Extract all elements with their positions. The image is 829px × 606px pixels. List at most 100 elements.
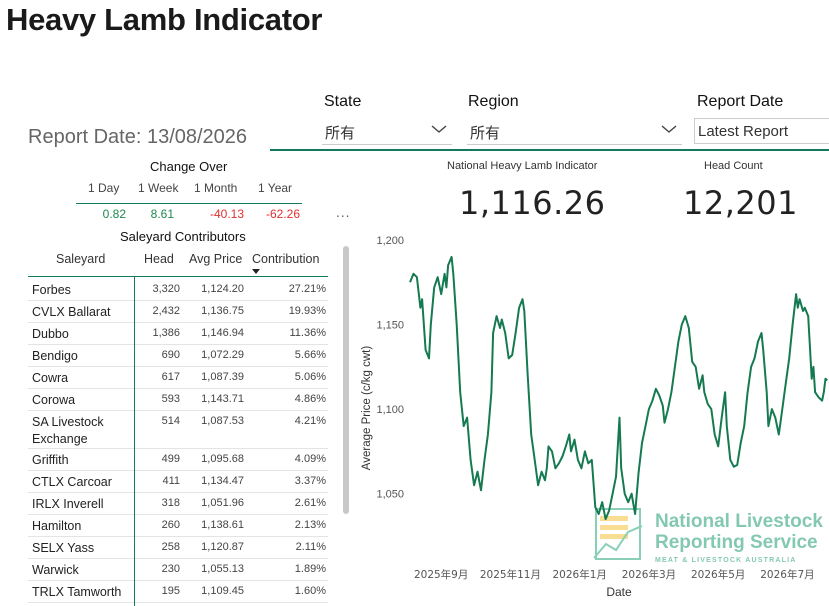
column-header-saleyard[interactable]: Saleyard (56, 252, 106, 266)
change-over-value-1year: -62.26 (265, 207, 300, 221)
more-options-icon[interactable]: ... (336, 206, 351, 220)
table-header-divider (28, 276, 328, 277)
region-dropdown[interactable]: 所有 (467, 118, 682, 145)
cell-avg-price: 1,136.75 (201, 305, 244, 317)
cell-head-count: 3,320 (152, 283, 180, 295)
logo-frame (595, 508, 641, 560)
cell-saleyard-name: Cowra (32, 371, 69, 385)
cell-contribution: 19.93% (288, 305, 326, 317)
change-over-divider (76, 203, 302, 204)
cell-head-count: 1,386 (152, 327, 180, 339)
cell-contribution: 11.36% (289, 327, 327, 339)
cell-avg-price: 1,134.47 (201, 475, 244, 487)
y-axis-label: Average Price (c/kg cwt) (361, 346, 373, 471)
cell-avg-price: 1,109.45 (201, 585, 244, 597)
state-dropdown[interactable]: 所有 (322, 118, 452, 145)
cell-contribution: 5.06% (294, 371, 326, 383)
cell-head-count: 230 (161, 563, 180, 575)
cell-head-count: 617 (161, 371, 180, 383)
cell-head-count: 195 (161, 585, 180, 597)
cell-avg-price: 1,087.39 (201, 371, 244, 383)
cell-head-count: 593 (161, 393, 180, 405)
table-row[interactable]: Corowa 593 1,143.71 4.86% (28, 388, 328, 411)
cell-avg-price: 1,051.96 (201, 497, 244, 509)
cell-avg-price: 1,055.13 (201, 563, 244, 575)
cell-saleyard-name: CVLX Ballarat (32, 305, 111, 319)
table-row[interactable]: SA Livestock Exchange 514 1,087.53 4.21% (28, 410, 328, 449)
cell-contribution: 1.60% (294, 585, 326, 597)
column-header-head[interactable]: Head (144, 252, 174, 266)
table-row[interactable]: Warwick 230 1,055.13 1.89% (28, 558, 328, 581)
y-tick-label: 1,150 (376, 320, 404, 332)
logo-bar (600, 534, 628, 539)
cell-contribution: 27.21% (288, 283, 326, 295)
logo-trend (593, 525, 643, 559)
logo-text-line1: National Livestock (655, 511, 823, 532)
change-over-value-1week: 8.61 (150, 207, 174, 221)
x-tick-label: 2026年1月 (552, 568, 606, 581)
region-filter-label: Region (468, 93, 519, 110)
report-date-dropdown[interactable]: Latest Report (694, 118, 829, 144)
column-header-avg-price[interactable]: Avg Price (189, 252, 243, 266)
table-row[interactable]: IRLX Inverell 318 1,051.96 2.61% (28, 492, 328, 515)
change-over-value-1day: 0.82 (102, 207, 126, 221)
chevron-down-icon (661, 125, 677, 133)
table-row[interactable]: CVLX Ballarat 2,432 1,136.75 19.93% (28, 300, 328, 323)
y-tick-label: 1,100 (376, 404, 404, 416)
change-over-header-1week: 1 Week (138, 181, 179, 195)
cell-saleyard-name: Bendigo (32, 349, 78, 363)
change-over-header-1day: 1 Day (88, 181, 120, 195)
cell-saleyard-name: Dubbo (32, 327, 69, 341)
report-date-label: Report Date: 13/08/2026 (28, 126, 248, 148)
table-row[interactable]: TRLX Tamworth 195 1,109.45 1.60% (28, 580, 328, 603)
saleyard-contributors-title: Saleyard Contributors (120, 229, 246, 244)
cell-head-count: 2,432 (152, 305, 180, 317)
x-tick-label: 2026年5月 (691, 568, 745, 581)
cell-contribution: 2.13% (294, 519, 326, 531)
logo-text-line2: Reporting Service (655, 532, 818, 553)
cell-contribution: 3.37% (294, 475, 326, 487)
header-divider (270, 149, 829, 151)
cell-saleyard-name: Corowa (32, 393, 76, 407)
cell-head-count: 260 (161, 519, 180, 531)
cell-contribution: 5.66% (294, 349, 326, 361)
table-row[interactable]: Griffith 499 1,095.68 4.09% (28, 448, 328, 471)
cell-avg-price: 1,087.53 (201, 415, 244, 427)
table-column-divider (134, 276, 135, 606)
state-dropdown-value: 所有 (325, 125, 356, 142)
change-over-header-1year: 1 Year (258, 181, 293, 195)
y-tick-label: 1,050 (376, 489, 404, 501)
head-count-value: 12,201 (683, 184, 798, 222)
cell-head-count: 514 (161, 415, 180, 427)
cell-saleyard-name: Griffith (32, 453, 69, 467)
table-row[interactable]: Forbes 3,320 1,124.20 27.21% (28, 278, 328, 301)
table-scrollbar[interactable] (343, 246, 349, 514)
cell-saleyard-name: SELX Yass (32, 541, 95, 555)
cell-head-count: 318 (161, 497, 180, 509)
table-row[interactable]: Bendigo 690 1,072.29 5.66% (28, 344, 328, 367)
change-over-header-1month: 1 Month (194, 181, 238, 195)
table-row[interactable]: Cowra 617 1,087.39 5.06% (28, 366, 328, 389)
table-row[interactable]: Dubbo 1,386 1,146.94 11.36% (28, 322, 328, 345)
cell-avg-price: 1,138.61 (201, 519, 244, 531)
state-filter-label: State (324, 93, 362, 110)
cell-saleyard-name: TRLX Tamworth (32, 585, 122, 599)
cell-avg-price: 1,120.87 (201, 541, 244, 553)
table-row[interactable]: SELX Yass 258 1,120.87 2.11% (28, 536, 328, 559)
cell-contribution: 4.09% (294, 453, 326, 465)
y-tick-label: 1,200 (376, 235, 404, 247)
table-row[interactable]: CTLX Carcoar 411 1,134.47 3.37% (28, 470, 328, 493)
price-series-line (409, 255, 828, 521)
table-row[interactable]: Hamilton 260 1,138.61 2.13% (28, 514, 328, 537)
national-indicator-label: National Heavy Lamb Indicator (447, 160, 598, 172)
cell-saleyard-name: Hamilton (32, 519, 82, 533)
cell-contribution: 2.61% (294, 497, 326, 509)
change-over-title: Change Over (150, 159, 228, 174)
head-count-label: Head Count (704, 160, 763, 172)
report-date-filter-label: Report Date (697, 93, 784, 110)
x-axis-label: Date (606, 585, 632, 599)
chevron-down-icon (431, 125, 447, 133)
logo-bar (600, 516, 628, 521)
column-header-contribution[interactable]: Contribution (252, 252, 320, 266)
